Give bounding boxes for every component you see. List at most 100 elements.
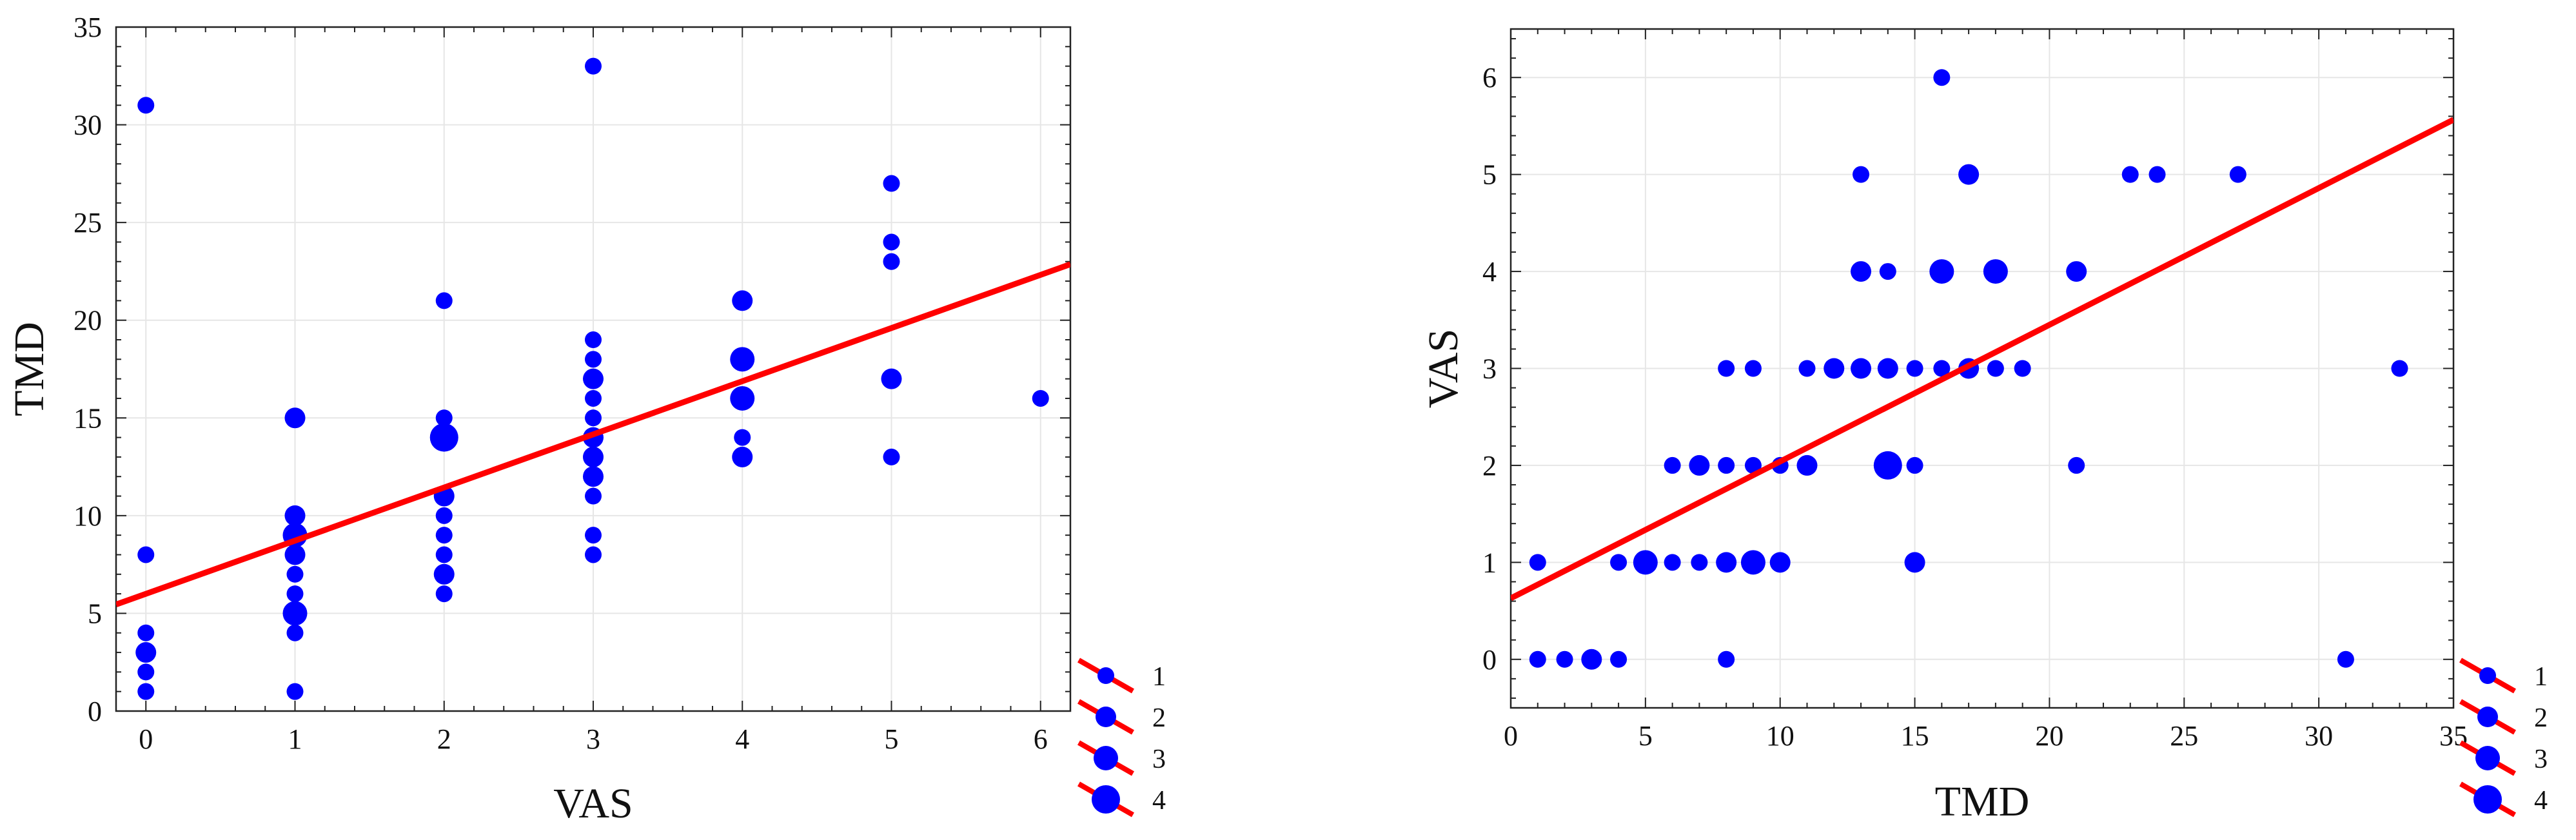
x-tick-label: 0 [1504, 720, 1518, 752]
data-point [583, 466, 604, 487]
regression-line [1511, 117, 2453, 601]
legend-label: 3 [2534, 745, 2548, 774]
data-point [1851, 358, 1872, 379]
data-point [1744, 456, 1762, 474]
data-point [1933, 69, 1951, 86]
data-point [1744, 360, 1762, 377]
data-point [282, 601, 308, 626]
data-point [1906, 360, 1923, 377]
legend: 1 2 3 4 [2459, 658, 2548, 817]
y-tick-label: 25 [74, 207, 102, 239]
data-point [583, 446, 604, 467]
data-point [1556, 650, 1573, 668]
y-tick-label: 2 [1482, 450, 1497, 482]
y-tick-label: 35 [74, 12, 102, 43]
data-point [2148, 166, 2166, 183]
data-point [585, 546, 602, 563]
y-tick-label: 0 [88, 696, 102, 727]
data-point [435, 585, 453, 603]
data-point [2066, 261, 2087, 282]
data-point [1718, 360, 1735, 377]
legend-swatch-marker [2479, 667, 2496, 684]
data-point [583, 368, 604, 389]
data-point [135, 642, 157, 663]
data-point [1716, 552, 1737, 573]
data-point [286, 683, 304, 700]
data-point [435, 546, 453, 563]
data-point [732, 446, 753, 467]
y-tick-label: 5 [88, 598, 102, 629]
x-tick-label: 30 [2305, 720, 2333, 752]
data-point [734, 429, 751, 446]
data-point [429, 423, 458, 452]
data-point [2121, 166, 2139, 183]
data-point [585, 409, 602, 427]
data-point [1879, 263, 1896, 280]
data-point [1740, 550, 1765, 575]
data-point [433, 563, 455, 585]
y-tick-label: 5 [1482, 159, 1497, 191]
data-point [883, 175, 900, 192]
data-point [1691, 554, 1708, 571]
y-tick-label: 0 [1482, 644, 1497, 676]
data-point [1851, 261, 1872, 282]
data-point [730, 347, 755, 372]
x-tick-label: 1 [288, 723, 302, 755]
data-point [2337, 650, 2354, 668]
legend-label: 1 [2534, 662, 2548, 692]
data-point [284, 407, 306, 429]
data-point [732, 290, 753, 311]
legend-swatch-marker [2473, 785, 2502, 814]
y-tick-label: 10 [74, 500, 102, 532]
data-point [730, 386, 755, 411]
data-point [284, 544, 306, 565]
data-point [286, 585, 304, 603]
y-tick-label: 20 [74, 305, 102, 337]
data-point [883, 233, 900, 251]
x-tick-label: 20 [2035, 720, 2063, 752]
data-point [1718, 456, 1735, 474]
data-point [1824, 358, 1845, 379]
data-point [1958, 164, 1980, 185]
y-tick-label: 15 [74, 402, 102, 434]
data-point [284, 505, 306, 526]
data-point [1906, 456, 1923, 474]
data-point [1581, 649, 1602, 670]
data-point [435, 527, 453, 544]
x-tick-label: 5 [885, 723, 899, 755]
x-tick-label: 25 [2170, 720, 2198, 752]
x-tick-label: 15 [1901, 720, 1929, 752]
y-tick-label: 6 [1482, 62, 1497, 93]
y-tick-label: 3 [1482, 353, 1497, 385]
data-point [1689, 454, 1710, 476]
y-axis-title: VAS [1420, 329, 1467, 409]
legend-swatch-marker [1097, 667, 1114, 684]
data-point [883, 253, 900, 270]
legend-swatch-marker [1092, 785, 1120, 814]
data-point [1610, 554, 1627, 571]
data-point [585, 351, 602, 368]
data-point [585, 487, 602, 505]
y-tick-label: 1 [1482, 547, 1497, 578]
data-point [1718, 650, 1735, 668]
data-point [1610, 650, 1627, 668]
legend-swatch-marker [2477, 707, 2498, 727]
x-axis-title: VAS [553, 780, 633, 827]
data-point [585, 57, 602, 75]
data-point [2391, 360, 2408, 377]
data-point [1933, 360, 1951, 377]
chart-1: 0 1 2 3 4 5 6 0 5 10 15 20 25 30 35 VAS TMD 1 2 3 4 [6, 12, 1166, 827]
x-tick-label: 2 [437, 723, 451, 755]
x-tick-label: 6 [1034, 723, 1048, 755]
data-point [1873, 451, 1902, 480]
data-point [137, 624, 155, 641]
data-point [1877, 358, 1898, 379]
legend-label: 3 [1152, 745, 1166, 774]
data-point [1633, 550, 1658, 575]
y-axis-title: TMD [6, 322, 53, 416]
data-point [2229, 166, 2247, 183]
data-point [2014, 360, 2031, 377]
y-tick-label: 30 [74, 110, 102, 141]
